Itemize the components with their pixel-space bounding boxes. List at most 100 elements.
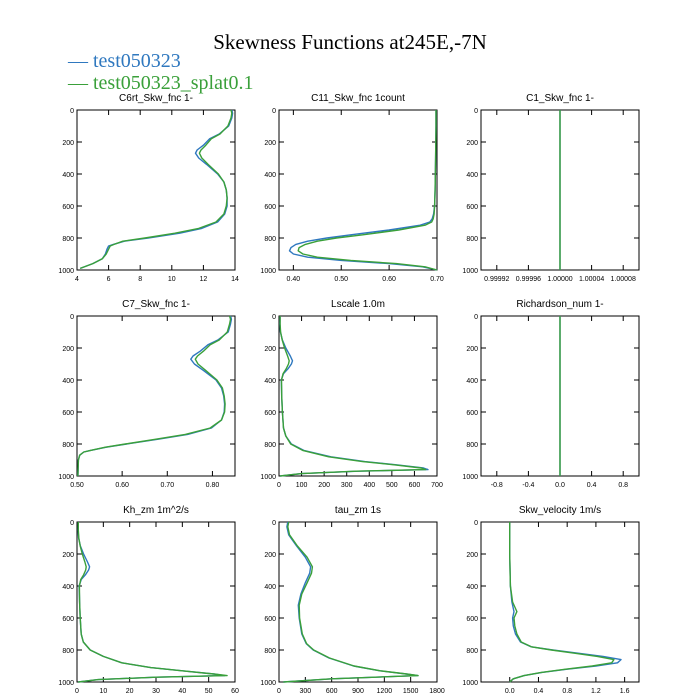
x-tick-label: 1500 xyxy=(403,688,419,695)
y-tick-label: 800 xyxy=(264,236,276,243)
x-tick-label: 1.00000 xyxy=(547,276,572,283)
y-tick-label: 600 xyxy=(62,410,74,417)
x-tick-label: 0.60 xyxy=(382,276,396,283)
x-tick-label: -0.4 xyxy=(522,482,534,489)
series-line-1 xyxy=(279,315,429,477)
x-tick-label: 0.0 xyxy=(555,482,565,489)
y-tick-label: 200 xyxy=(466,140,478,147)
x-tick-label: 60 xyxy=(231,688,239,695)
subplot-8: tau_zm 1s 0 300 600 900 1200 1500 1800 0 200 400 60… xyxy=(260,505,444,695)
x-tick-label: 200 xyxy=(318,482,330,489)
x-tick-label: 500 xyxy=(386,482,398,489)
x-tick-label: 0.70 xyxy=(160,482,174,489)
x-tick-label: 1.00008 xyxy=(611,276,636,283)
figure-title: Skewness Functions at245E,-7N xyxy=(213,30,487,54)
y-tick-label: 800 xyxy=(264,648,276,655)
y-tick-label: 200 xyxy=(264,552,276,559)
x-tick-label: 20 xyxy=(126,688,134,695)
y-tick-label: 600 xyxy=(264,410,276,417)
y-tick-label: 800 xyxy=(466,648,478,655)
series-line-1 xyxy=(77,521,226,683)
subplot-6: Richardson_num 1- -0.8 -0.4 0.0 0.4 0.8 0 200 40… xyxy=(462,299,640,489)
subplot-title: C7_Skw_fnc 1- xyxy=(122,299,190,310)
y-tick-label: 200 xyxy=(466,346,478,353)
y-tick-label: 1000 xyxy=(462,680,478,687)
y-tick-label: 800 xyxy=(466,442,478,449)
y-tick-label: 400 xyxy=(62,378,74,385)
x-tick-label: 1800 xyxy=(429,688,445,695)
x-tick-label: 700 xyxy=(431,482,443,489)
y-tick-label: 800 xyxy=(62,236,74,243)
legend-swatch-1: — xyxy=(68,50,88,72)
y-tick-label: 1000 xyxy=(58,474,74,481)
y-tick-label: 1000 xyxy=(260,474,276,481)
x-tick-label: 30 xyxy=(152,688,160,695)
subplot-title: Kh_zm 1m^2/s xyxy=(123,505,189,516)
x-tick-label: 8 xyxy=(138,276,142,283)
x-tick-label: 1.2 xyxy=(591,688,601,695)
x-tick-label: 600 xyxy=(326,688,338,695)
y-tick-label: 200 xyxy=(62,346,74,353)
x-tick-label: -0.8 xyxy=(491,482,503,489)
y-tick-label: 0 xyxy=(70,108,74,115)
y-tick-label: 200 xyxy=(264,346,276,353)
y-tick-label: 400 xyxy=(264,172,276,179)
x-tick-label: 100 xyxy=(296,482,308,489)
plot-frame xyxy=(76,109,236,271)
plot-frame xyxy=(278,315,438,477)
subplot-title: Lscale 1.0m xyxy=(331,299,385,310)
x-tick-label: 0 xyxy=(75,688,79,695)
x-tick-label: 400 xyxy=(363,482,375,489)
y-tick-label: 600 xyxy=(264,616,276,623)
series-line-1 xyxy=(288,110,438,271)
subplot-title: C11_Skw_fnc 1count xyxy=(311,93,405,104)
x-tick-label: 0.70 xyxy=(430,276,444,283)
legend-label-1: test050323 xyxy=(93,50,181,72)
x-tick-label: 0.0 xyxy=(505,688,515,695)
x-tick-label: 300 xyxy=(341,482,353,489)
y-tick-label: 400 xyxy=(264,378,276,385)
y-tick-label: 200 xyxy=(264,140,276,147)
y-tick-label: 0 xyxy=(272,108,276,115)
series-line-2 xyxy=(283,521,419,683)
y-tick-label: 0 xyxy=(272,314,276,321)
x-tick-label: 0.60 xyxy=(115,482,129,489)
plot-frame xyxy=(278,521,438,683)
series-line-2 xyxy=(79,109,233,270)
subplot-title: tau_zm 1s xyxy=(335,505,381,516)
y-tick-label: 0 xyxy=(272,520,276,527)
x-tick-label: 0.99996 xyxy=(516,276,541,283)
x-tick-label: 0.99992 xyxy=(484,276,509,283)
x-tick-label: 900 xyxy=(352,688,364,695)
y-tick-label: 600 xyxy=(62,204,74,211)
subplot-5: Lscale 1.0m 0 100 200 300 400 500 600 700 0 200 400… xyxy=(260,299,443,489)
y-tick-label: 800 xyxy=(62,648,74,655)
x-tick-label: 0.40 xyxy=(287,276,301,283)
x-tick-label: 50 xyxy=(205,688,213,695)
series-line-2 xyxy=(279,316,427,477)
x-tick-label: 10 xyxy=(168,276,176,283)
x-tick-label: 0.80 xyxy=(206,482,220,489)
x-tick-label: 300 xyxy=(299,688,311,695)
y-tick-label: 200 xyxy=(62,140,74,147)
y-tick-label: 400 xyxy=(62,172,74,179)
x-tick-label: 14 xyxy=(231,276,239,283)
legend-label-2: test050323_splat0.1 xyxy=(93,72,254,94)
x-tick-label: 0.4 xyxy=(587,482,597,489)
y-tick-label: 800 xyxy=(62,442,74,449)
subplot-title: C6rt_Skw_fnc 1- xyxy=(119,93,193,104)
series-line-1 xyxy=(79,109,234,270)
legend-swatch-2: — xyxy=(68,72,88,94)
subplot-7: Kh_zm 1m^2/s0 10 20 30 40 50 60020040060080010… xyxy=(58,505,239,695)
x-tick-label: 0 xyxy=(277,482,281,489)
subplot-2: C11_Skw_fnc 1count 0.40 0.50 0.60 0.70 0 200 40… xyxy=(260,93,443,283)
series-line-2 xyxy=(77,315,232,477)
subplot-title: Skw_velocity 1m/s xyxy=(519,505,601,516)
series-line-1 xyxy=(77,315,233,477)
y-tick-label: 600 xyxy=(62,616,74,623)
y-tick-label: 1000 xyxy=(58,680,74,687)
y-tick-label: 400 xyxy=(466,378,478,385)
y-tick-label: 600 xyxy=(466,204,478,211)
series-line-2 xyxy=(297,110,438,271)
y-tick-label: 400 xyxy=(264,584,276,591)
